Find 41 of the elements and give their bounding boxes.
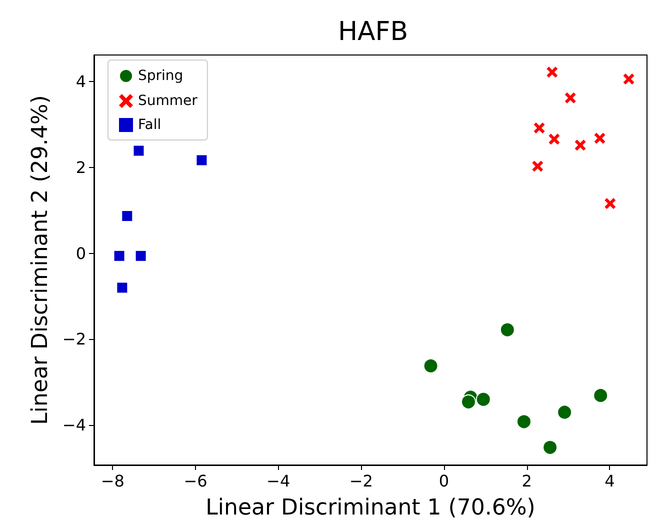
legend-label: Spring — [138, 68, 184, 84]
point — [594, 132, 606, 144]
y-tick-label: 2 — [76, 158, 86, 177]
chart-title: HAFB — [338, 17, 408, 47]
point — [196, 155, 207, 166]
y-tick-label: 0 — [76, 244, 86, 263]
point — [423, 358, 438, 374]
point — [593, 388, 608, 403]
x-tick-label: −2 — [349, 472, 373, 490]
point — [542, 440, 558, 455]
y-axis-title: Linear Discriminant 2 (29.4%) — [28, 95, 54, 425]
x-tick-label: 0 — [438, 472, 450, 490]
point — [574, 140, 586, 151]
point — [460, 394, 476, 410]
x-tick-label: −6 — [184, 472, 208, 490]
point — [500, 322, 515, 338]
legend-label: Fall — [138, 117, 162, 133]
point — [534, 122, 545, 134]
point — [604, 198, 616, 210]
y-tick-label: −4 — [62, 416, 86, 435]
y-tick-label: 4 — [76, 72, 86, 92]
x-axis-title: Linear Discriminant 1 (70.6%) — [206, 496, 536, 520]
point — [546, 66, 558, 78]
point — [136, 250, 146, 261]
point — [117, 282, 128, 293]
x-tick-label: 2 — [522, 472, 532, 490]
point — [516, 414, 532, 430]
y-tick-label: −2 — [62, 330, 86, 349]
point — [564, 92, 576, 104]
x-tick-label: 4 — [604, 472, 615, 490]
point — [476, 392, 491, 407]
point — [532, 160, 544, 172]
point — [122, 210, 132, 221]
point — [557, 404, 572, 420]
point — [623, 74, 634, 85]
x-tick-label: −4 — [266, 472, 290, 490]
point — [548, 134, 560, 145]
point — [114, 250, 124, 261]
point — [134, 146, 144, 156]
x-tick-label: −8 — [100, 472, 124, 490]
legend-label: Summer — [138, 93, 198, 109]
